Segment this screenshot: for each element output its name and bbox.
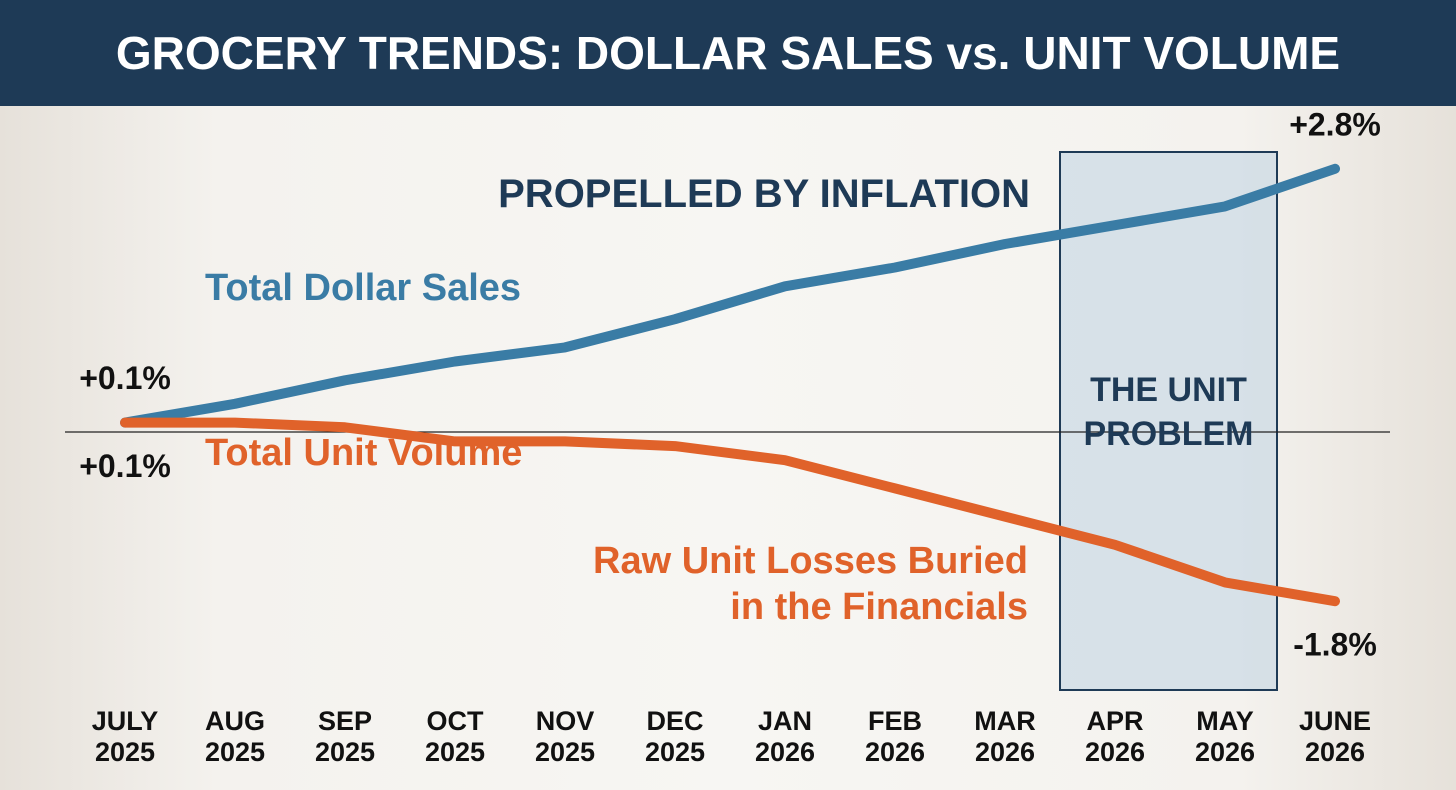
annotation: Raw Unit Losses Buried in the Financials — [593, 540, 1028, 628]
data-line — [120, 417, 1340, 607]
x-tick-label: OCT 2025 — [424, 706, 486, 767]
x-tick-label: SEP 2025 — [314, 706, 376, 767]
annotation: PROPELLED BY INFLATION — [498, 172, 1030, 216]
value-label: +0.1% — [79, 448, 171, 484]
data-line — [120, 163, 1340, 428]
highlight-box — [1059, 151, 1278, 691]
series-label: Total Unit Volume — [205, 432, 522, 474]
value-label: +0.1% — [79, 360, 171, 396]
x-tick-label: APR 2026 — [1084, 706, 1146, 767]
x-tick-label: MAR 2026 — [974, 706, 1036, 767]
annotation: THE UNIT PROBLEM — [1083, 371, 1254, 453]
x-tick-label: FEB 2026 — [864, 706, 926, 767]
x-tick-label: DEC 2025 — [644, 706, 706, 767]
value-label: +2.8% — [1289, 106, 1381, 142]
x-tick-label: NOV 2025 — [534, 706, 596, 767]
x-tick-label: JAN 2026 — [754, 706, 816, 767]
x-tick-label: JULY 2025 — [91, 706, 159, 767]
x-tick-label: JUNE 2026 — [1298, 706, 1372, 767]
value-label: -1.8% — [1293, 627, 1377, 663]
x-tick-label: AUG 2025 — [204, 706, 266, 767]
series-label: Total Dollar Sales — [205, 267, 521, 309]
chart-title: GROCERY TRENDS: DOLLAR SALES vs. UNIT VO… — [0, 0, 1456, 106]
x-tick-label: MAY 2026 — [1194, 706, 1256, 767]
